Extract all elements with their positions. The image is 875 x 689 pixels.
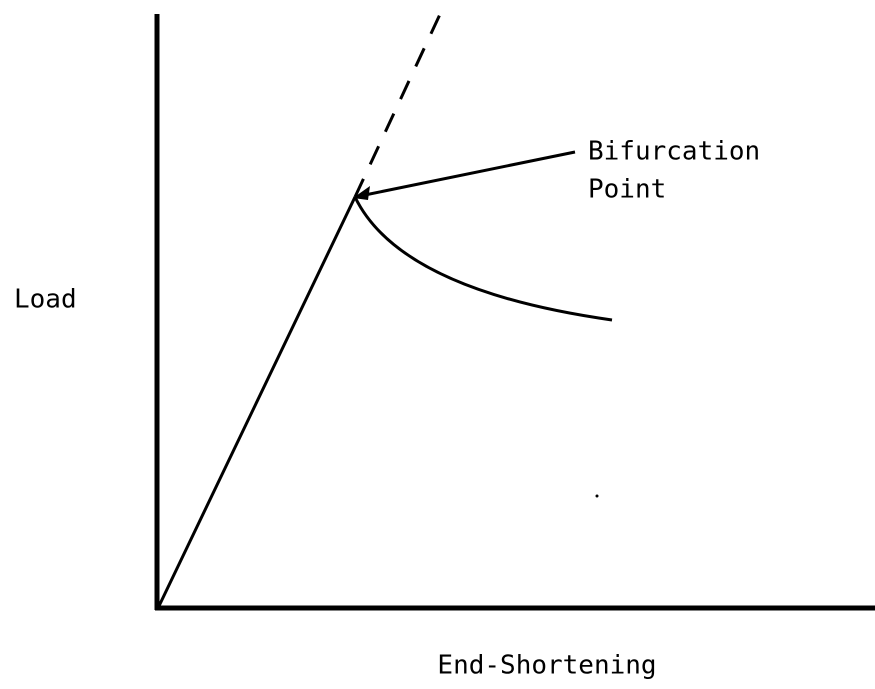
dot	[595, 494, 599, 498]
y-axis-label: Load	[14, 285, 77, 315]
annotation-line-2: Point	[588, 175, 666, 205]
x-axis-label: End-Shortening	[437, 651, 656, 681]
linear-path	[157, 196, 357, 607]
dashed-extension	[353, 9, 444, 198]
annotation-line-1: Bifurcation	[588, 137, 760, 167]
leader-line	[359, 150, 576, 198]
post-buckling-curve	[353, 196, 613, 322]
arrowhead	[353, 186, 370, 200]
